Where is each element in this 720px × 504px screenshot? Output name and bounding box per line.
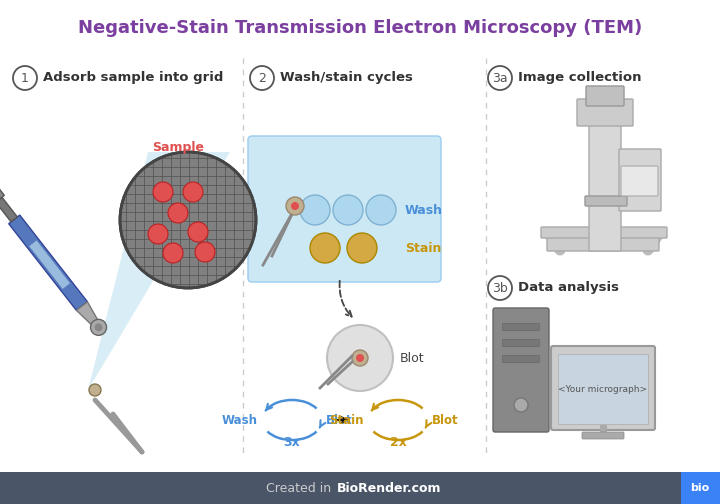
Circle shape: [366, 195, 396, 225]
Circle shape: [291, 202, 299, 210]
Bar: [681, 472, 720, 504]
Text: Blot: Blot: [432, 413, 459, 426]
Polygon shape: [88, 152, 230, 390]
FancyBboxPatch shape: [503, 340, 539, 347]
Text: Adsorb sample into grid: Adsorb sample into grid: [43, 72, 223, 85]
Circle shape: [352, 350, 368, 366]
FancyBboxPatch shape: [589, 119, 621, 251]
Text: 2x: 2x: [390, 435, 406, 449]
FancyBboxPatch shape: [577, 99, 633, 126]
FancyBboxPatch shape: [547, 237, 659, 251]
Text: 3a: 3a: [492, 72, 508, 85]
FancyBboxPatch shape: [248, 136, 441, 282]
Circle shape: [153, 182, 173, 202]
Circle shape: [120, 152, 256, 288]
FancyBboxPatch shape: [551, 346, 655, 430]
FancyBboxPatch shape: [493, 308, 549, 432]
FancyBboxPatch shape: [619, 149, 661, 211]
Polygon shape: [29, 240, 71, 289]
Text: Wash/stain cycles: Wash/stain cycles: [280, 72, 413, 85]
Text: <Your micrograph>: <Your micrograph>: [559, 385, 647, 394]
Polygon shape: [9, 215, 87, 310]
Text: Data analysis: Data analysis: [518, 282, 619, 294]
Circle shape: [89, 384, 101, 396]
Text: Blot: Blot: [326, 413, 353, 426]
Bar: [0, 472, 720, 504]
Circle shape: [347, 233, 377, 263]
FancyBboxPatch shape: [503, 324, 539, 331]
Text: 3x: 3x: [284, 435, 300, 449]
Circle shape: [300, 195, 330, 225]
Text: Blot: Blot: [400, 351, 425, 364]
Text: Stain: Stain: [405, 241, 441, 255]
Text: 2: 2: [258, 72, 266, 85]
Text: Image collection: Image collection: [518, 72, 642, 85]
FancyBboxPatch shape: [585, 196, 627, 206]
Polygon shape: [76, 302, 101, 329]
Polygon shape: [0, 197, 17, 222]
Circle shape: [310, 233, 340, 263]
Text: Wash: Wash: [222, 413, 258, 426]
Text: BioRender.com: BioRender.com: [337, 481, 441, 494]
Text: bio: bio: [690, 483, 710, 493]
FancyBboxPatch shape: [621, 166, 658, 196]
Text: Created in: Created in: [266, 481, 335, 494]
Circle shape: [286, 197, 304, 215]
Circle shape: [327, 325, 393, 391]
Circle shape: [183, 182, 203, 202]
FancyBboxPatch shape: [586, 86, 624, 106]
Circle shape: [195, 242, 215, 262]
Circle shape: [168, 203, 188, 223]
Circle shape: [333, 195, 363, 225]
Circle shape: [91, 320, 107, 335]
Text: Negative-Stain Transmission Electron Microscopy (TEM): Negative-Stain Transmission Electron Mic…: [78, 19, 642, 37]
Circle shape: [356, 354, 364, 362]
Text: Wash: Wash: [405, 204, 443, 217]
Circle shape: [163, 243, 183, 263]
Text: 3b: 3b: [492, 282, 508, 294]
Text: Stain: Stain: [330, 413, 364, 426]
FancyBboxPatch shape: [582, 432, 624, 439]
Circle shape: [94, 324, 102, 331]
Text: 1: 1: [21, 72, 29, 85]
Text: Sample: Sample: [152, 142, 204, 155]
Circle shape: [188, 222, 208, 242]
FancyBboxPatch shape: [558, 354, 648, 424]
Circle shape: [514, 398, 528, 412]
Circle shape: [148, 224, 168, 244]
FancyBboxPatch shape: [541, 227, 667, 238]
FancyBboxPatch shape: [503, 355, 539, 362]
Polygon shape: [0, 187, 4, 204]
